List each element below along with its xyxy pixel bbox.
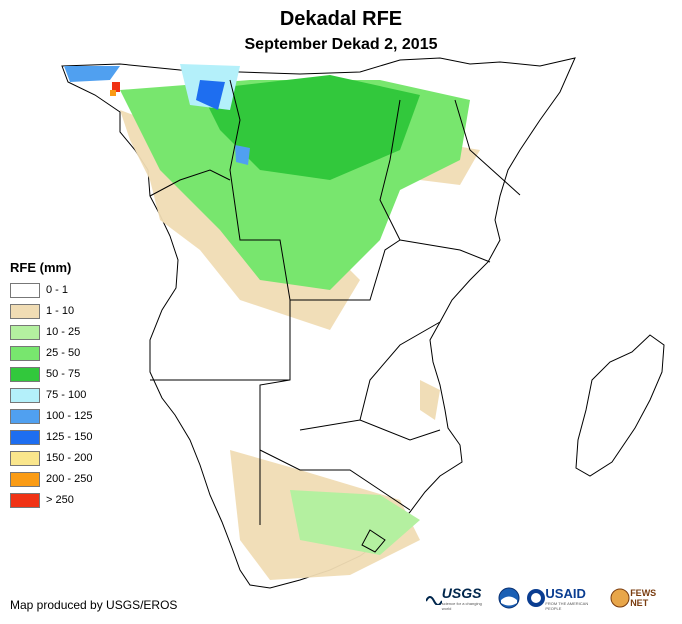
partner-logos: USGS science for a changing world USAID … bbox=[426, 583, 682, 613]
legend-item: 200 - 250 bbox=[10, 470, 92, 488]
legend-label: 50 - 75 bbox=[46, 368, 81, 380]
legend-item: 10 - 25 bbox=[10, 323, 80, 341]
legend-swatch bbox=[10, 408, 40, 424]
legend-swatch bbox=[10, 324, 40, 340]
legend-item: 150 - 200 bbox=[10, 449, 92, 467]
legend-label: 75 - 100 bbox=[46, 389, 87, 401]
usgs-logo: USGS science for a changing world bbox=[426, 585, 492, 611]
legend-swatch bbox=[10, 387, 40, 403]
legend-swatch bbox=[10, 345, 40, 361]
legend-swatch bbox=[10, 366, 40, 382]
legend-item: 125 - 150 bbox=[10, 428, 92, 446]
legend-swatch bbox=[10, 429, 40, 445]
country-borders bbox=[149, 79, 521, 553]
noaa-logo bbox=[498, 587, 520, 609]
legend-label: 10 - 25 bbox=[46, 326, 81, 338]
fews-net-label: FEWS NET bbox=[630, 588, 657, 608]
legend-swatch bbox=[10, 282, 40, 298]
rainfall-heavy-zone bbox=[200, 75, 420, 180]
legend-item: > 250 bbox=[10, 491, 74, 509]
legend-item: 50 - 75 bbox=[10, 365, 80, 383]
usgs-wave-icon bbox=[426, 596, 442, 605]
usgs-tagline: science for a changing world bbox=[441, 601, 482, 611]
legend-label: 0 - 1 bbox=[46, 284, 69, 296]
usaid-seal-icon bbox=[526, 589, 545, 607]
map-credit: Map produced by USGS/EROS bbox=[10, 598, 178, 612]
usgs-label: USGS bbox=[441, 585, 482, 601]
legend-title: RFE (mm) bbox=[10, 260, 72, 275]
usaid-label: USAID bbox=[545, 585, 586, 601]
legend-label: 1 - 10 bbox=[46, 305, 75, 317]
fews-net-icon bbox=[610, 588, 630, 608]
rainfall-very-heavy-zone bbox=[64, 64, 250, 165]
fews-net-logo: FEWS NET bbox=[610, 588, 676, 608]
map-title: Dekadal RFE bbox=[279, 8, 403, 30]
madagascar bbox=[575, 334, 665, 477]
usaid-logo: USAID FROM THE AMERICAN PEOPLE bbox=[526, 586, 605, 611]
legend-label: 100 - 125 bbox=[46, 410, 93, 422]
legend-swatch bbox=[10, 471, 40, 487]
legend-item: 100 - 125 bbox=[10, 407, 92, 425]
legend-label: 125 - 150 bbox=[46, 431, 93, 443]
legend-swatch bbox=[10, 492, 40, 508]
legend-label: 200 - 250 bbox=[46, 473, 93, 485]
legend-item: 0 - 1 bbox=[10, 281, 68, 299]
usaid-tagline: FROM THE AMERICAN PEOPLE bbox=[545, 600, 589, 611]
legend-swatch bbox=[10, 303, 40, 319]
legend-label: 150 - 200 bbox=[46, 452, 93, 464]
legend-label: 25 - 50 bbox=[46, 347, 81, 359]
map-subtitle: September Dekad 2, 2015 bbox=[244, 36, 438, 53]
legend-item: 75 - 100 bbox=[10, 386, 86, 404]
legend-label: > 250 bbox=[46, 494, 74, 506]
legend-item: 1 - 10 bbox=[10, 302, 74, 320]
noaa-emblem-icon bbox=[498, 587, 520, 609]
legend-swatch bbox=[10, 450, 40, 466]
legend-item: 25 - 50 bbox=[10, 344, 80, 362]
